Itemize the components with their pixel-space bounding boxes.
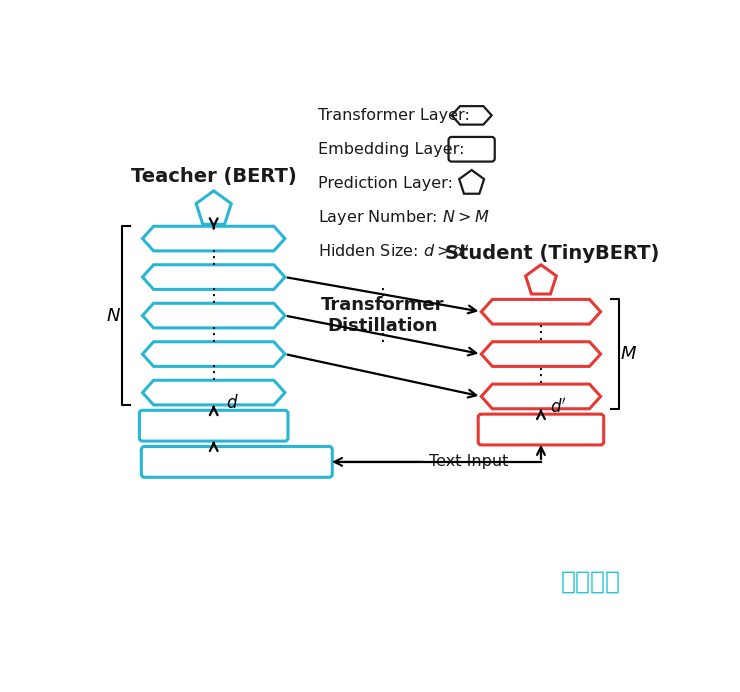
Polygon shape: [143, 226, 285, 251]
Text: Hidden Size: $d >  d'$: Hidden Size: $d > d'$: [317, 242, 469, 260]
Polygon shape: [460, 170, 484, 194]
Polygon shape: [481, 300, 601, 324]
Polygon shape: [525, 265, 556, 294]
Text: Teacher (BERT): Teacher (BERT): [131, 167, 297, 186]
Text: Embedding Layer:: Embedding Layer:: [317, 142, 464, 157]
Text: ⋮: ⋮: [205, 249, 223, 267]
Text: ⋮: ⋮: [374, 326, 392, 344]
Text: $N$: $N$: [106, 307, 121, 325]
Text: ⋮: ⋮: [532, 325, 550, 343]
Polygon shape: [143, 265, 285, 289]
Text: Prediction Layer:: Prediction Layer:: [317, 176, 453, 190]
Text: $d$: $d$: [226, 394, 238, 412]
Text: ⋮: ⋮: [205, 326, 223, 344]
Text: $d'$: $d'$: [551, 398, 567, 417]
Text: Text Input: Text Input: [429, 455, 508, 469]
Text: 谷普下载: 谷普下载: [561, 570, 621, 593]
Text: ⋮: ⋮: [205, 287, 223, 305]
Polygon shape: [143, 342, 285, 366]
Text: $M$: $M$: [620, 345, 637, 363]
Polygon shape: [481, 384, 601, 409]
Polygon shape: [481, 342, 601, 366]
Polygon shape: [451, 106, 491, 125]
Text: Transformer Layer:: Transformer Layer:: [317, 108, 469, 123]
Text: Layer Number: $N > M$: Layer Number: $N > M$: [317, 208, 489, 226]
Text: ⋮: ⋮: [374, 287, 392, 305]
Polygon shape: [196, 191, 232, 224]
FancyBboxPatch shape: [448, 137, 495, 161]
FancyBboxPatch shape: [139, 410, 288, 441]
FancyBboxPatch shape: [141, 446, 332, 477]
FancyBboxPatch shape: [478, 414, 604, 445]
Text: Student (TinyBERT): Student (TinyBERT): [445, 244, 659, 264]
Text: ⋮: ⋮: [205, 364, 223, 382]
Polygon shape: [143, 381, 285, 405]
Text: ⋮: ⋮: [532, 367, 550, 385]
Polygon shape: [143, 303, 285, 328]
Text: Transformer
Distillation: Transformer Distillation: [321, 296, 445, 335]
